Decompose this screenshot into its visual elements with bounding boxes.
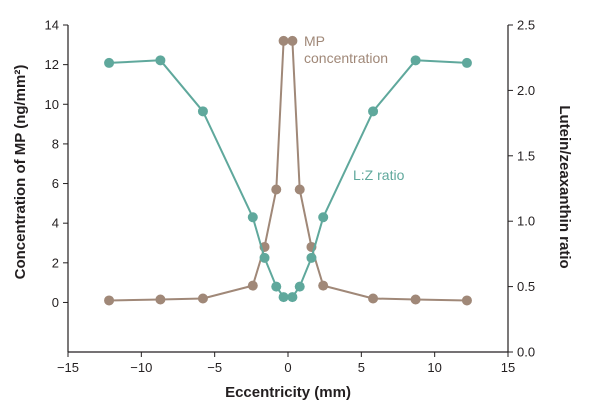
data-point-l-z-ratio xyxy=(461,57,472,68)
mp-concentration-label-line2: concentration xyxy=(304,50,388,66)
x-tick-label: 0 xyxy=(284,360,291,375)
y-tick-label: 0 xyxy=(52,295,59,310)
data-point-l-z-ratio xyxy=(247,212,258,223)
data-point-mp-concentration xyxy=(104,295,115,306)
x-tick-label: −15 xyxy=(57,360,79,375)
y2-tick-label: 2.5 xyxy=(517,18,535,33)
y2-tick-label: 2.0 xyxy=(517,83,535,98)
x-tick-label: −10 xyxy=(130,360,152,375)
x-axis-ticks: −15 −10 −5 0 5 10 15 xyxy=(57,352,515,375)
data-point-l-z-ratio xyxy=(278,292,289,303)
data-point-l-z-ratio xyxy=(368,106,379,117)
data-point-l-z-ratio xyxy=(155,55,166,66)
data-point-mp-concentration xyxy=(155,294,166,305)
series-line-l-z-ratio xyxy=(109,59,467,299)
y-tick-label: 4 xyxy=(52,216,59,231)
data-point-l-z-ratio xyxy=(287,292,298,303)
data-point-l-z-ratio xyxy=(104,57,115,68)
y2-tick-label: 1.0 xyxy=(517,214,535,229)
data-point-l-z-ratio xyxy=(318,212,329,223)
data-point-l-z-ratio xyxy=(197,106,208,117)
data-point-l-z-ratio xyxy=(410,55,421,66)
data-point-mp-concentration xyxy=(278,35,289,46)
y-axis-ticks: 0 2 4 6 8 10 12 14 xyxy=(45,18,68,310)
data-point-mp-concentration xyxy=(271,184,282,195)
y-tick-label: 8 xyxy=(52,136,59,151)
x-axis-title: Eccentricity (mm) xyxy=(225,384,351,401)
data-point-l-z-ratio xyxy=(259,252,270,263)
y-axis-title: Concentration of MP (ng/mm²) xyxy=(12,65,29,280)
y2-tick-label: 0.5 xyxy=(517,279,535,294)
data-point-mp-concentration xyxy=(410,294,421,305)
x-tick-label: 15 xyxy=(501,360,515,375)
data-point-mp-concentration xyxy=(461,295,472,306)
data-point-mp-concentration xyxy=(247,280,258,291)
data-point-l-z-ratio xyxy=(294,281,305,292)
data-point-l-z-ratio xyxy=(306,252,317,263)
y2-axis-ticks: 0.0 0.5 1.0 1.5 2.0 2.5 xyxy=(508,18,535,360)
y-tick-label: 14 xyxy=(45,18,59,33)
x-tick-label: −5 xyxy=(207,360,222,375)
lz-ratio-label: L:Z ratio xyxy=(353,167,405,183)
series-line-mp-concentration xyxy=(109,39,467,302)
data-point-mp-concentration xyxy=(197,293,208,304)
series-l-z-ratio xyxy=(104,55,472,303)
y-tick-label: 2 xyxy=(52,255,59,270)
data-point-mp-concentration xyxy=(294,184,305,195)
series-mp-concentration xyxy=(104,35,472,306)
y-tick-label: 6 xyxy=(52,176,59,191)
data-point-mp-concentration xyxy=(318,280,329,291)
data-point-mp-concentration xyxy=(287,35,298,46)
mp-concentration-label-line1: MP xyxy=(304,33,325,49)
y2-tick-label: 0.0 xyxy=(517,345,535,360)
data-point-l-z-ratio xyxy=(271,281,282,292)
x-tick-label: 10 xyxy=(427,360,441,375)
y2-tick-label: 1.5 xyxy=(517,148,535,163)
data-point-mp-concentration xyxy=(368,293,379,304)
y2-axis-title: Lutein/zeaxanthin ratio xyxy=(556,105,573,268)
x-tick-label: 5 xyxy=(358,360,365,375)
series-layer xyxy=(104,35,472,306)
plot-frame xyxy=(67,25,509,353)
y-tick-label: 10 xyxy=(45,97,59,112)
y-tick-label: 12 xyxy=(45,57,59,72)
